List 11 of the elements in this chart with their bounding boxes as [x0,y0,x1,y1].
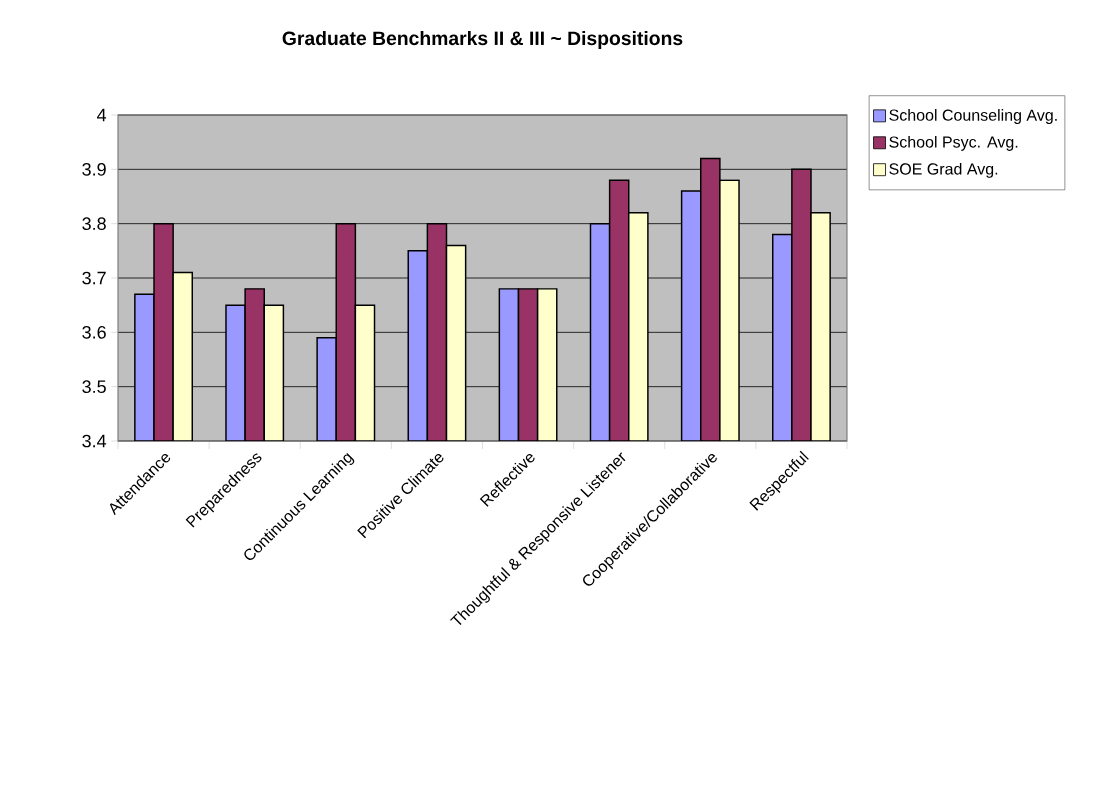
y-tick-label: 4 [97,108,107,122]
chart-title: Graduate Benchmarks II & III ~ Dispositions [282,30,683,49]
legend-label: School Psyc. Avg. [889,135,1018,151]
y-tick-label: 3.5 [82,380,106,394]
y-tick-label: 3.4 [82,434,107,448]
y-tick-label: 3.9 [82,162,106,176]
y-tick-label: 3.7 [82,271,106,285]
legend-label: School Counseling Avg. [889,109,1057,124]
y-tick-label: 3.6 [82,325,106,339]
y-tick-label: 3.8 [82,217,106,231]
legend-label: SOE Grad Avg. [889,162,998,178]
